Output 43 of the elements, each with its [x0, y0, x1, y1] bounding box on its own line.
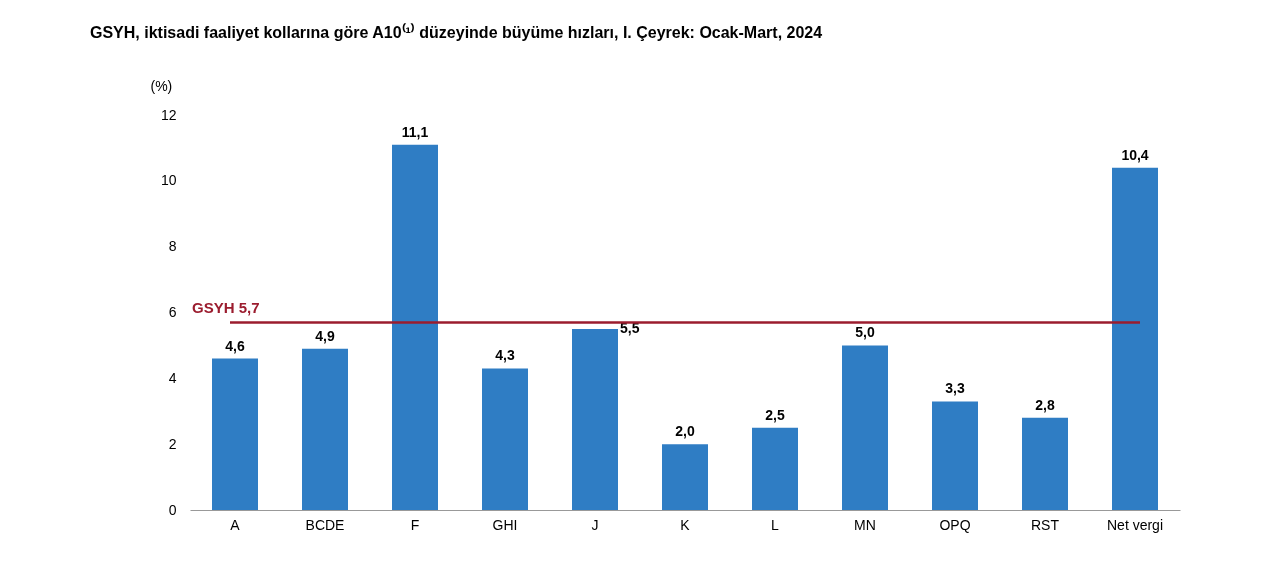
y-tick-label: 6	[168, 304, 177, 320]
bar	[752, 427, 798, 510]
data-label: 4,3	[495, 347, 515, 364]
bar	[302, 348, 348, 510]
bar	[212, 358, 258, 510]
data-label: 2,0	[675, 423, 695, 440]
bar	[572, 328, 618, 510]
data-label: 3,3	[945, 380, 965, 397]
data-label: 4,6	[225, 337, 245, 354]
data-label: 5,0	[855, 324, 875, 341]
x-tick-label: OPQ	[939, 516, 971, 533]
chart-title: GSYH, iktisadi faaliyet kollarına göre A10⁽¹⁾ düzeyinde büyüme hızları, I. Çeyrek: Ocak-Mart, 2024	[90, 23, 823, 41]
data-label: 11,1	[401, 123, 429, 140]
bar	[1112, 167, 1158, 510]
bar	[932, 401, 978, 510]
y-tick-label: 12	[160, 106, 177, 123]
x-tick-label: F	[410, 516, 420, 533]
bar	[842, 345, 888, 510]
y-tick-label: 10	[160, 172, 177, 189]
x-tick-label: A	[230, 516, 241, 533]
data-label: 2,5	[765, 406, 785, 423]
data-label: 10,4	[1121, 146, 1149, 163]
bar	[1022, 417, 1068, 510]
x-tick-label: MN	[854, 516, 876, 533]
x-tick-label: K	[680, 516, 691, 533]
y-tick-label: 4	[168, 369, 177, 386]
x-tick-label: Net vergi	[1106, 516, 1164, 533]
y-tick-label: 0	[168, 501, 177, 518]
bar	[392, 144, 438, 510]
x-tick-label: L	[771, 516, 780, 533]
data-label: 2,8	[1035, 396, 1055, 413]
bar	[482, 368, 528, 510]
ref-line-label: GSYH 5,7	[192, 299, 260, 317]
y-axis-title: (%)	[150, 77, 173, 94]
x-tick-label: BCDE	[305, 516, 345, 533]
y-tick-label: 2	[168, 435, 177, 452]
bar	[662, 444, 708, 510]
y-tick-label: 8	[168, 238, 177, 255]
x-tick-label: J	[591, 516, 599, 533]
data-label: 4,9	[315, 327, 335, 344]
x-tick-label: RST	[1031, 516, 1060, 533]
x-tick-label: GHI	[492, 516, 518, 533]
data-label: 5,5	[620, 319, 640, 336]
